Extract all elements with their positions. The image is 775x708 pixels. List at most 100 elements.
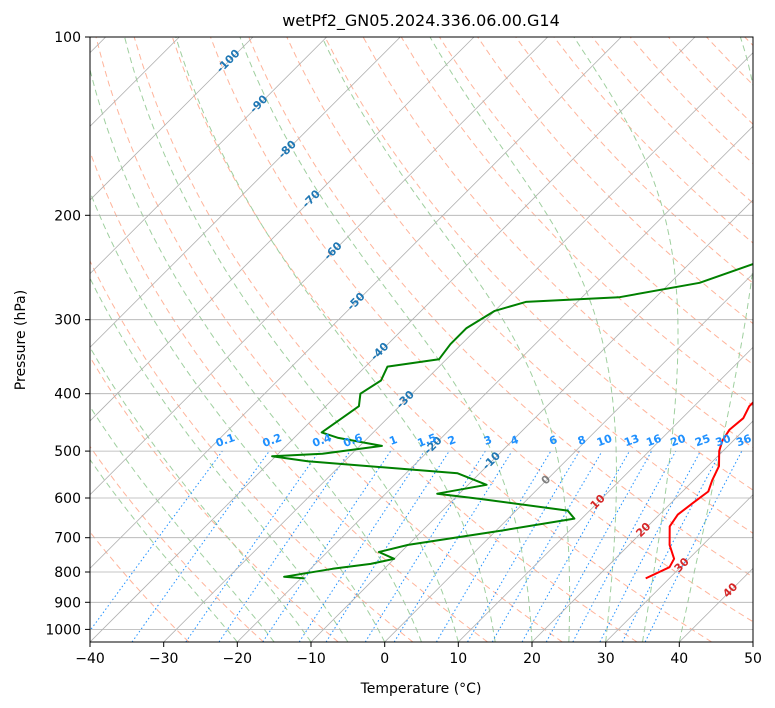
dry-adiabat <box>286 37 753 534</box>
mixing-ratio-label: 1 <box>388 433 400 448</box>
isotherm-line <box>605 494 753 642</box>
y-tick-label: 200 <box>54 208 81 224</box>
x-tick-label: −40 <box>75 651 105 667</box>
moist-adiabat <box>90 190 386 642</box>
y-tick-label: 600 <box>54 491 81 507</box>
y-tick-label: 900 <box>54 595 81 611</box>
isotherm-line <box>90 37 475 422</box>
mixing-ratio-label: 36 <box>734 432 753 450</box>
y-tick-label: 700 <box>54 531 81 547</box>
mixing-ratio-label: 0.2 <box>261 431 284 450</box>
x-axis: −40 −30 −20 −10 0 10 20 30 40 50 <box>75 642 762 667</box>
mixing-ratio-label: 25 <box>693 432 712 449</box>
y-tick-label: 1000 <box>45 622 81 638</box>
temperature-line <box>645 401 753 580</box>
isotherm-line <box>90 37 401 348</box>
x-tick-label: −30 <box>149 651 179 667</box>
plot-frame <box>89 36 754 643</box>
series-layer <box>271 262 753 580</box>
mixing-ratio-line <box>218 450 351 642</box>
pressure-grid-layer <box>90 37 753 630</box>
mixing-ratio-label: 30 <box>714 432 733 450</box>
dry-adiabat <box>90 356 339 642</box>
mixing-ratio-label: 16 <box>644 432 663 450</box>
isotherm-line <box>90 37 696 642</box>
isotherm-line <box>384 273 753 642</box>
isotherm-line <box>90 37 254 201</box>
isotherm-line <box>310 199 753 642</box>
y-tick-label: 800 <box>54 565 81 581</box>
x-tick-label: 0 <box>380 651 389 667</box>
mixing-ratio-label: 1.5 <box>416 431 439 450</box>
y-tick-label: 100 <box>54 30 81 46</box>
isotherm-line <box>237 125 753 642</box>
mixing-ratio-label: 3 <box>482 433 494 448</box>
mixing-ratio-line <box>90 450 223 632</box>
dry-adiabat <box>90 445 264 642</box>
chart-title: wetPf2_GN05.2024.336.06.00.G14 <box>282 11 560 31</box>
mixing-ratio-label: 0.6 <box>341 431 364 450</box>
mixing-ratio-label: 4 <box>509 433 521 448</box>
mixing-ratio-line <box>393 450 513 642</box>
isotherm-line <box>458 346 753 642</box>
moist-adiabat <box>90 67 422 642</box>
mixing-ratio-line <box>131 450 270 642</box>
isotherm-line <box>90 37 548 496</box>
mixing-ratio-line <box>262 450 392 642</box>
mixing-ratio-label: 0.4 <box>311 431 334 450</box>
isotherm-line <box>752 641 753 642</box>
y-tick-label: 500 <box>54 444 81 460</box>
x-tick-label: 20 <box>523 651 541 667</box>
dry-adiabat <box>171 37 712 642</box>
moist-adiabat <box>429 37 617 642</box>
isotherm-line <box>531 420 753 642</box>
isotherm-line <box>90 37 622 569</box>
moist-adiabat <box>239 37 533 642</box>
isotherm-layer <box>90 37 753 642</box>
x-tick-label: 50 <box>744 651 762 667</box>
x-axis-title: Temperature (°C) <box>360 681 482 697</box>
dry-adiabat <box>324 37 753 491</box>
dry-adiabat <box>515 37 753 284</box>
mixing-ratio-line <box>185 450 320 642</box>
mixing-ratio-line <box>298 450 425 642</box>
isotherm-line <box>90 37 327 275</box>
plot-background <box>90 37 753 642</box>
moist-adiabat-layer <box>90 37 753 642</box>
x-tick-label: −10 <box>296 651 326 667</box>
mixing-ratio-label: 8 <box>576 433 588 448</box>
mixing-ratio-label: 20 <box>669 432 688 450</box>
isotherm-line <box>163 52 753 642</box>
moist-adiabat <box>90 277 349 642</box>
moist-adiabat <box>90 458 238 642</box>
dry-adiabat <box>133 37 638 642</box>
y-axis-title: Pressure (hPa) <box>13 290 29 390</box>
mixing-ratio-label: 10 <box>595 432 614 450</box>
x-tick-label: −20 <box>223 651 253 667</box>
dry-adiabat <box>90 259 414 642</box>
mixing-ratio-label: 0.1 <box>214 431 237 450</box>
dry-adiabat <box>248 37 753 578</box>
mixing-ratio-label: 2 <box>446 433 458 448</box>
mixing-ratio-line <box>644 450 743 642</box>
mixing-ratio-line <box>545 450 653 642</box>
dry-adiabat <box>210 37 753 623</box>
mixing-ratio-label: 6 <box>548 433 560 448</box>
moist-adiabat <box>124 37 459 642</box>
x-tick-label: 10 <box>449 651 467 667</box>
moist-adiabat <box>678 37 753 642</box>
moist-adiabat <box>90 405 275 642</box>
mixing-ratio-line <box>521 450 630 642</box>
y-tick-label: 400 <box>54 387 81 403</box>
dry-adiabat-layer <box>90 37 753 642</box>
mixing-ratio-layer <box>90 450 743 642</box>
moist-adiabat <box>573 37 679 642</box>
moist-adiabat <box>175 37 496 642</box>
y-tick-label: 300 <box>54 313 81 329</box>
mixing-ratio-label: 13 <box>622 432 641 449</box>
mixing-ratio-line <box>325 450 450 642</box>
x-tick-label: 30 <box>597 651 615 667</box>
mixing-ratio-line <box>572 450 677 642</box>
